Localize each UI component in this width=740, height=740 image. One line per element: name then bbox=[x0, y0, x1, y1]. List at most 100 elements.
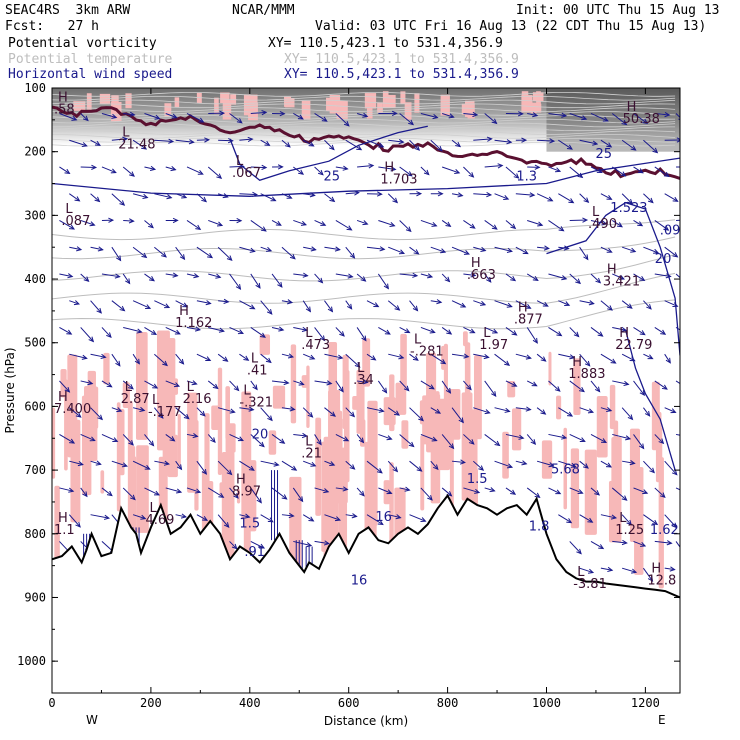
pv-shading-blob bbox=[511, 408, 522, 451]
wind-vector bbox=[536, 460, 555, 468]
wind-vector-shaft bbox=[409, 300, 418, 311]
wind-vector-head bbox=[525, 406, 532, 412]
wind-vector bbox=[579, 460, 589, 469]
wind-vector-shaft bbox=[260, 407, 273, 421]
wind-vector-head bbox=[652, 147, 659, 154]
low-marker: L bbox=[305, 326, 313, 341]
wind-vector bbox=[357, 163, 375, 169]
wind-vector-head bbox=[110, 168, 117, 174]
wind-vector bbox=[366, 246, 386, 252]
wind-vector bbox=[111, 246, 122, 262]
wind-vector bbox=[186, 433, 199, 439]
wind-vector bbox=[281, 512, 295, 519]
wind-vector-shaft bbox=[111, 193, 125, 206]
wind-vector-head bbox=[647, 575, 654, 582]
wind-vector-head bbox=[384, 329, 391, 335]
wind-vector bbox=[90, 300, 102, 314]
wind-vector-shaft bbox=[218, 139, 233, 142]
wind-vector-head bbox=[122, 136, 129, 142]
pv-shading-blob bbox=[658, 457, 664, 589]
wind-vector bbox=[186, 380, 198, 386]
wind-vector-head bbox=[398, 139, 405, 145]
wind-vector bbox=[643, 139, 659, 154]
pv-shading-blob bbox=[268, 430, 277, 455]
x-tick-label: 600 bbox=[338, 696, 360, 710]
wind-vector-shaft bbox=[409, 407, 424, 421]
wind-vector-head bbox=[543, 245, 550, 251]
wind-vector bbox=[314, 220, 327, 226]
wind-vector bbox=[196, 137, 211, 143]
wind-vector bbox=[621, 246, 637, 253]
wind-vector bbox=[430, 246, 447, 254]
potential-temperature-contour bbox=[52, 107, 676, 113]
wind-vector-head bbox=[87, 380, 94, 386]
wind-vector-head bbox=[129, 171, 135, 177]
wind-vector-shaft bbox=[515, 300, 531, 309]
wind-vector-shaft bbox=[387, 407, 400, 416]
wind-vector-head bbox=[468, 439, 475, 445]
wind-vector-head bbox=[317, 277, 324, 284]
wind-vector-shaft bbox=[579, 514, 593, 523]
wind-vector-head bbox=[180, 513, 188, 519]
wind-vector-head bbox=[145, 304, 152, 309]
wind-vector-head bbox=[463, 353, 470, 359]
wind-vector bbox=[675, 327, 680, 331]
wind-vector bbox=[526, 327, 538, 344]
wind-vector-shaft bbox=[229, 165, 244, 168]
wind-vector-head bbox=[412, 355, 419, 361]
wind-vector-shaft bbox=[69, 300, 80, 305]
contour-label: L2.87 bbox=[121, 380, 150, 407]
wind-vector bbox=[569, 433, 586, 442]
wind-vector-head bbox=[491, 118, 498, 125]
wind-vector bbox=[526, 380, 538, 387]
wind-vector-head bbox=[136, 328, 143, 334]
wind-vector-shaft bbox=[250, 166, 267, 169]
wind-vector-head bbox=[223, 522, 230, 529]
wind-vector-shaft bbox=[314, 220, 326, 226]
wind-vector-shaft bbox=[590, 487, 600, 496]
wind-vector-head bbox=[198, 117, 205, 123]
wind-vector-shaft bbox=[472, 460, 484, 471]
wind-vector-shaft bbox=[526, 380, 537, 387]
wind-vector bbox=[430, 407, 442, 414]
wind-vector-head bbox=[298, 496, 304, 503]
wind-vector-head bbox=[621, 539, 628, 546]
wind-vector-shaft bbox=[345, 192, 359, 195]
wind-vector-shaft bbox=[484, 165, 503, 168]
wind-vector-head bbox=[440, 359, 447, 365]
contour-label: L.087 bbox=[61, 202, 90, 229]
wind-vector-shaft bbox=[229, 326, 244, 334]
wind-vector bbox=[123, 326, 143, 334]
pv-shading-blob bbox=[86, 93, 92, 110]
wind-vector-head bbox=[329, 461, 336, 466]
wind-vector-head bbox=[205, 300, 212, 306]
wind-vector bbox=[463, 220, 476, 229]
wind-vector-head bbox=[663, 171, 670, 178]
wind-vector-head bbox=[629, 460, 636, 466]
contour-value: 1.5 bbox=[467, 472, 488, 487]
wind-vector-head bbox=[623, 380, 630, 387]
pv-shading-blob bbox=[323, 436, 336, 572]
wind-vector-shaft bbox=[377, 380, 387, 393]
wind-vector bbox=[579, 300, 595, 306]
wind-vector-head bbox=[639, 276, 646, 282]
wind-vector-shaft bbox=[271, 220, 282, 226]
wind-vector-head bbox=[297, 114, 304, 120]
wind-vector-head bbox=[433, 464, 439, 471]
wind-vector-head bbox=[139, 406, 146, 413]
wind-vector bbox=[600, 566, 614, 573]
pv-shading-blob bbox=[404, 102, 412, 120]
wind-vector-shaft bbox=[441, 380, 451, 394]
wind-vector-head bbox=[128, 218, 135, 224]
wind-vector bbox=[80, 164, 98, 170]
wind-vector bbox=[505, 380, 518, 387]
wind-vector bbox=[527, 219, 544, 227]
wind-vector-head bbox=[606, 406, 613, 412]
wind-vector bbox=[356, 327, 367, 342]
wind-vector-head bbox=[685, 386, 690, 390]
wind-vector bbox=[229, 380, 240, 392]
wind-vector-head bbox=[601, 220, 608, 226]
wind-vector bbox=[165, 326, 181, 335]
wind-vector-head bbox=[392, 466, 399, 473]
wind-vector-shaft bbox=[526, 487, 540, 498]
